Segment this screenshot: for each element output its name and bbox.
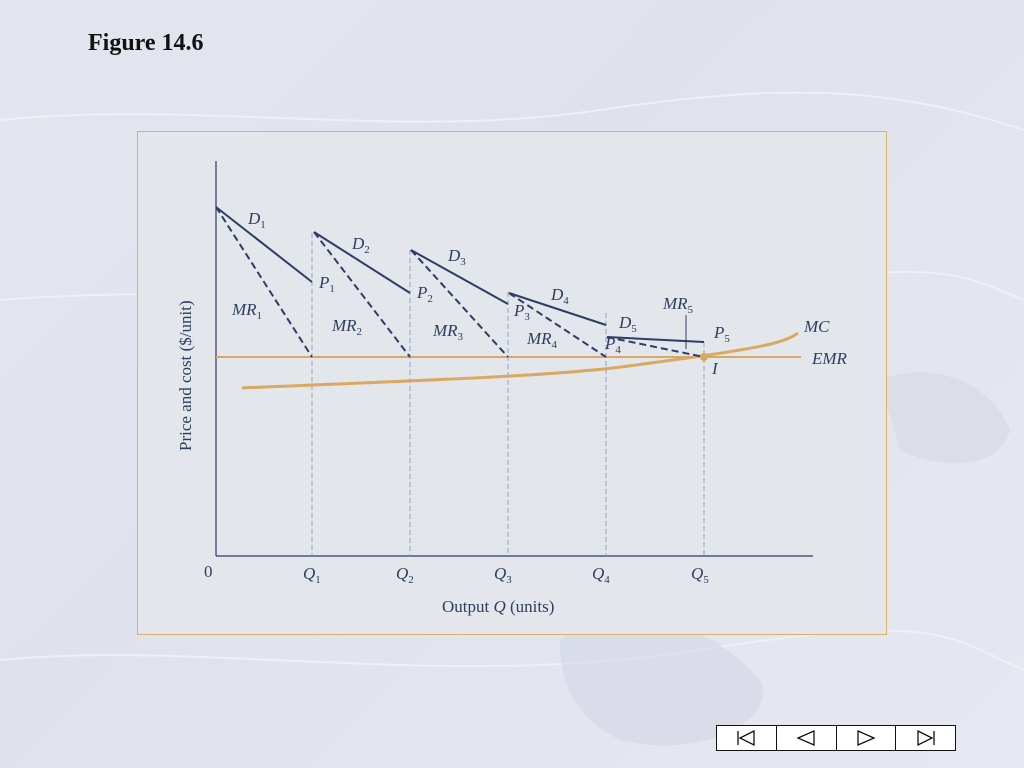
last-icon [916, 729, 935, 747]
x-tick-q1: Q1 [303, 564, 321, 586]
previous-icon [796, 730, 815, 746]
axes [215, 161, 813, 557]
demand-label-2: D2 [351, 234, 370, 256]
price-label-3: P3 [513, 301, 530, 323]
next-slide-button[interactable] [835, 726, 896, 750]
demand-curve-3 [410, 249, 509, 305]
mr-curve-2 [313, 231, 411, 358]
diagram: D1 D2 D3 D4 D5 MR1 MR2 MR3 MR4 MR5 P1 P2… [176, 161, 848, 616]
demand-label-4: D4 [550, 285, 569, 307]
previous-slide-button[interactable] [775, 726, 836, 750]
demand-curve-5 [606, 336, 705, 343]
demand-curve-2 [313, 231, 411, 294]
mr-label-2: MR2 [331, 316, 362, 338]
mc-label: MC [803, 317, 830, 336]
origin-label: 0 [204, 562, 213, 581]
x-axis-label: Output Q (units) [442, 597, 554, 616]
emr-label: EMR [811, 349, 848, 368]
mr-curves [215, 206, 705, 358]
mr-label-3: MR3 [432, 321, 464, 343]
last-slide-button[interactable] [895, 726, 955, 750]
next-icon [857, 730, 876, 746]
demand-label-1: D1 [247, 209, 266, 231]
x-tick-q3: Q3 [494, 564, 512, 586]
mr-curve-3 [410, 249, 509, 358]
price-label-1: P1 [318, 273, 335, 295]
mc-curve [241, 331, 799, 390]
price-label-5: P5 [713, 323, 730, 345]
mr-curve-4 [508, 292, 607, 358]
demand-curve-4 [508, 292, 607, 326]
y-axis-label: Price and cost ($/unit) [176, 300, 195, 451]
intersection-point [700, 353, 708, 361]
price-label-4: P4 [604, 334, 621, 356]
demand-label-3: D3 [447, 246, 466, 268]
demand-curves [215, 206, 705, 343]
price-label-2: P2 [416, 283, 433, 305]
demand-curve-1 [215, 206, 313, 283]
mr-label-5: MR5 [662, 294, 694, 316]
x-tick-q4: Q4 [592, 564, 610, 586]
mr-curve-5 [606, 336, 705, 358]
x-tick-q5: Q5 [691, 564, 709, 586]
first-slide-button[interactable] [717, 726, 776, 750]
figure-title: Figure 14.6 [88, 30, 204, 56]
demand-label-5: D5 [618, 313, 637, 335]
intersection-label: I [711, 359, 719, 378]
mr-label-4: MR4 [526, 329, 558, 351]
mr-label-1: MR1 [231, 300, 262, 322]
quantity-guides [311, 233, 705, 556]
first-icon [737, 729, 756, 747]
slide-navigation [716, 725, 956, 751]
x-tick-q2: Q2 [396, 564, 414, 586]
mr-curve-1 [215, 206, 313, 358]
figure-panel: D1 D2 D3 D4 D5 MR1 MR2 MR3 MR4 MR5 P1 P2… [137, 131, 887, 635]
